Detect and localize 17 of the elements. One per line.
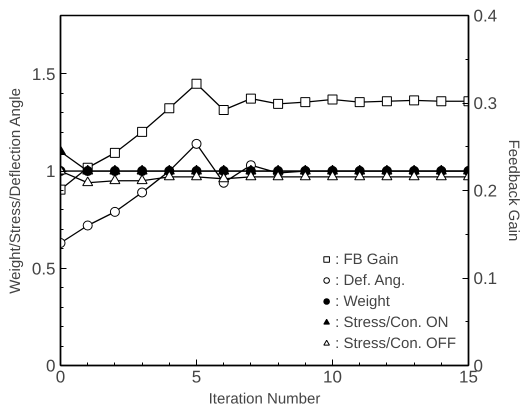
legend-label: : Def. Ang.: [335, 272, 406, 288]
x-axis-title: Iteration Number: [208, 390, 320, 408]
y-tick-label: 0.5: [32, 259, 56, 278]
y2-tick-label: 0.2: [474, 182, 498, 200]
y-tick-label: 1: [46, 162, 56, 182]
y-axis-title: Weight/Stress/Deflection Angle: [6, 88, 24, 294]
y2-tick-label: 0.4: [474, 6, 498, 26]
y2-tick-label: 0.1: [474, 269, 498, 288]
y2-axis-title: Feedback Gain: [505, 140, 522, 242]
y-tick-label: 1.5: [32, 64, 56, 84]
legend-label: : FB Gain: [335, 250, 398, 268]
y2-tick-label: 0.3: [474, 94, 498, 113]
legend-label: : Weight: [335, 292, 390, 310]
legend-label: : Stress/Con. OFF: [335, 334, 456, 352]
legend-label: : Stress/Con. ON: [335, 314, 449, 330]
x-tick-label: 5: [192, 368, 202, 386]
x-tick-label: 10: [323, 368, 342, 386]
